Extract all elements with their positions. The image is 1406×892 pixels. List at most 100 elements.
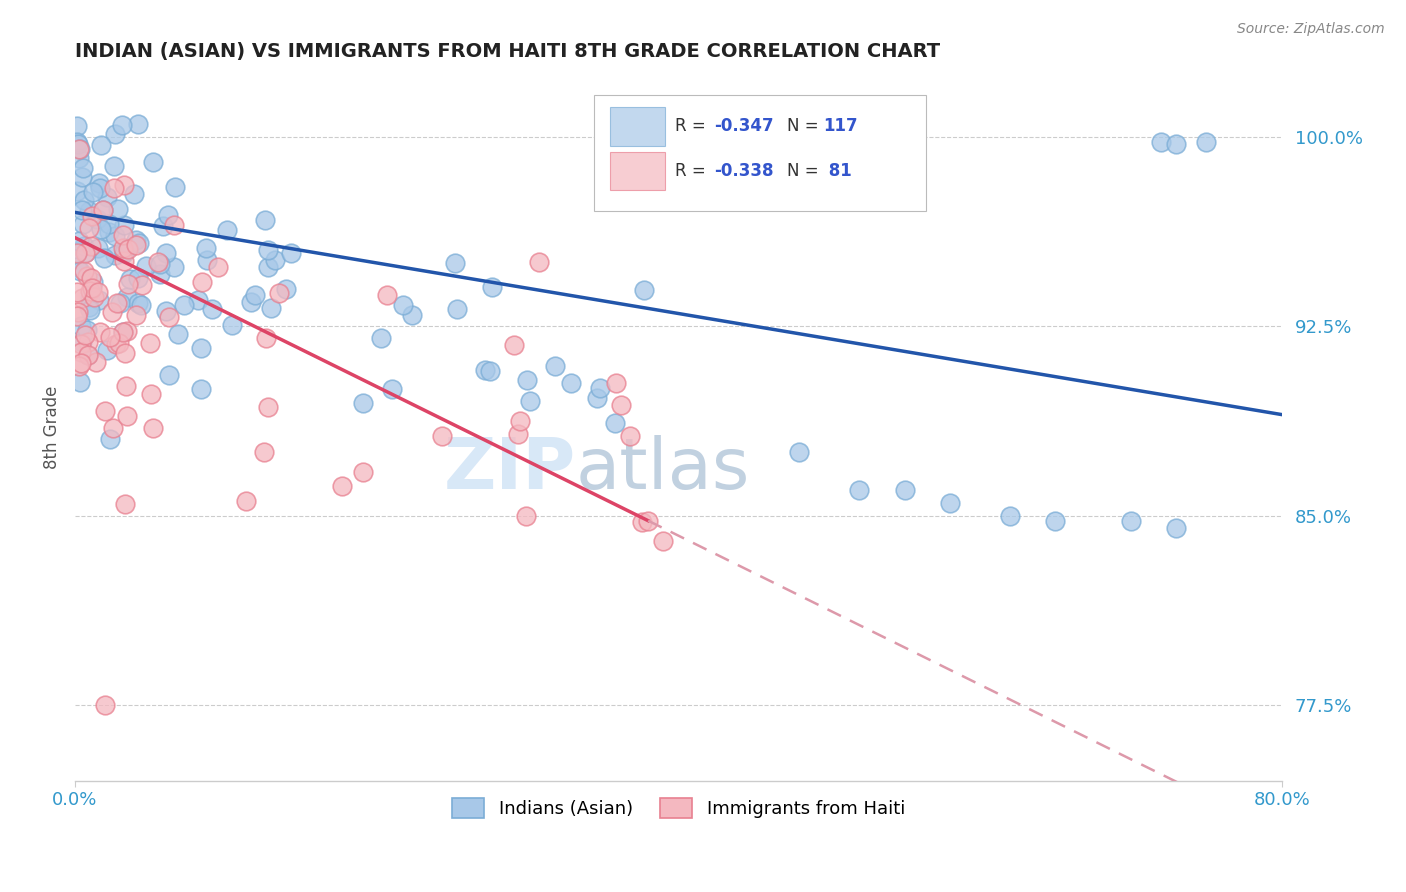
Point bbox=[135, 259, 157, 273]
Point bbox=[112, 218, 135, 232]
Point bbox=[80, 239, 103, 253]
Point bbox=[1119, 514, 1142, 528]
Point bbox=[66, 137, 89, 152]
Point bbox=[104, 247, 127, 261]
Point bbox=[107, 202, 129, 217]
Point bbox=[939, 496, 962, 510]
Point bbox=[112, 227, 135, 242]
Point bbox=[77, 334, 100, 349]
Point bbox=[127, 117, 149, 131]
Y-axis label: 8th Grade: 8th Grade bbox=[44, 385, 60, 469]
Point bbox=[132, 817, 155, 831]
Point bbox=[610, 398, 633, 412]
Point bbox=[190, 342, 212, 356]
Point bbox=[560, 376, 582, 391]
Point bbox=[108, 336, 131, 351]
Point bbox=[146, 255, 169, 269]
Point bbox=[127, 296, 149, 310]
Point bbox=[112, 246, 135, 260]
Point bbox=[142, 421, 165, 435]
Point bbox=[67, 305, 90, 319]
Point bbox=[77, 221, 100, 235]
Point bbox=[122, 186, 145, 201]
Point bbox=[94, 698, 117, 713]
Point bbox=[87, 285, 110, 300]
Point bbox=[79, 300, 101, 314]
Point bbox=[115, 241, 138, 255]
Point bbox=[103, 180, 125, 194]
Point bbox=[72, 161, 94, 176]
Text: N =: N = bbox=[787, 118, 824, 136]
Point bbox=[148, 258, 170, 272]
Point bbox=[67, 151, 90, 165]
Point bbox=[195, 241, 218, 255]
Point bbox=[516, 373, 538, 387]
Point bbox=[105, 295, 128, 310]
Point bbox=[215, 223, 238, 237]
Point bbox=[65, 184, 87, 198]
Point bbox=[70, 356, 93, 370]
Point bbox=[381, 382, 404, 396]
Point bbox=[173, 298, 195, 312]
Point bbox=[117, 409, 139, 424]
Point bbox=[330, 479, 353, 493]
Point bbox=[446, 301, 468, 316]
Point bbox=[191, 276, 214, 290]
Text: -0.347: -0.347 bbox=[714, 118, 775, 136]
Point bbox=[124, 238, 146, 252]
Point bbox=[65, 135, 87, 149]
Point bbox=[73, 264, 96, 278]
Point bbox=[432, 429, 454, 443]
Point bbox=[1150, 135, 1173, 149]
Point bbox=[267, 285, 290, 300]
Point bbox=[235, 494, 257, 508]
Point bbox=[257, 400, 280, 414]
Point bbox=[90, 222, 112, 236]
Text: R =: R = bbox=[675, 118, 710, 136]
Point bbox=[253, 213, 276, 227]
Point bbox=[221, 318, 243, 332]
Point bbox=[70, 202, 93, 217]
Point bbox=[155, 304, 177, 318]
Point bbox=[66, 309, 89, 323]
Point bbox=[201, 301, 224, 316]
Point bbox=[65, 246, 87, 260]
Point bbox=[120, 272, 142, 286]
Point bbox=[70, 334, 93, 349]
Point bbox=[112, 178, 135, 192]
Text: 117: 117 bbox=[823, 118, 858, 136]
Text: R =: R = bbox=[675, 162, 710, 180]
Text: N =: N = bbox=[787, 162, 824, 180]
Point bbox=[100, 432, 122, 446]
Point bbox=[87, 242, 110, 256]
Point bbox=[87, 176, 110, 190]
Point bbox=[67, 234, 90, 248]
Point bbox=[114, 497, 136, 511]
Point bbox=[260, 301, 283, 315]
Point bbox=[240, 295, 263, 310]
Point bbox=[115, 378, 138, 392]
Point bbox=[98, 225, 121, 239]
Point bbox=[76, 323, 98, 337]
Point bbox=[93, 404, 115, 418]
Point bbox=[187, 293, 209, 307]
Point bbox=[86, 211, 108, 226]
Point bbox=[87, 293, 110, 307]
Point bbox=[998, 508, 1021, 523]
Text: ZIP: ZIP bbox=[443, 435, 576, 504]
Point bbox=[155, 246, 177, 260]
Point bbox=[79, 290, 101, 304]
Point bbox=[69, 142, 91, 156]
Point bbox=[80, 270, 103, 285]
Point bbox=[253, 444, 276, 458]
Point bbox=[637, 514, 659, 528]
Point bbox=[478, 364, 501, 378]
Point bbox=[207, 260, 229, 274]
Point bbox=[66, 260, 89, 274]
Point bbox=[127, 270, 149, 285]
Point bbox=[70, 345, 93, 359]
Point bbox=[527, 255, 550, 269]
Point bbox=[104, 127, 127, 141]
Point bbox=[848, 483, 870, 498]
Point bbox=[82, 275, 104, 289]
